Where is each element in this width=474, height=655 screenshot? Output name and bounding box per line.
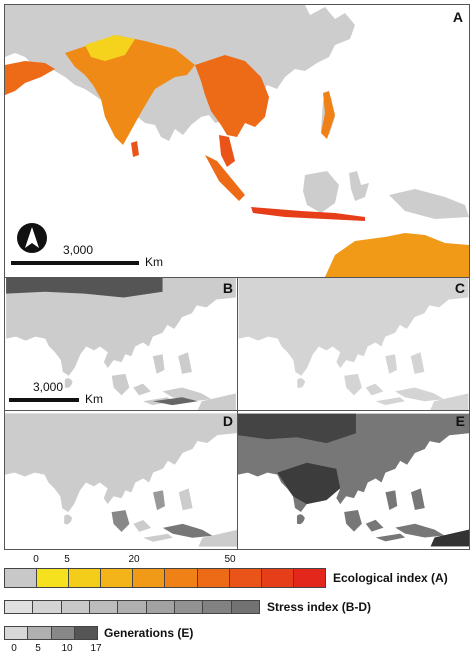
scale-bar-b-value: 3,000 [33, 380, 64, 394]
eco-region-java [251, 207, 365, 221]
generations-colorbar [4, 626, 98, 640]
eco-tick-0: 0 [33, 554, 39, 565]
generations-swatch-1 [28, 627, 52, 639]
stress-swatch-0 [5, 601, 34, 613]
gen-tick-2: 10 [61, 643, 73, 654]
stress-swatch-1 [33, 601, 62, 613]
panel-e-map: E [237, 410, 470, 550]
map-e-svg [238, 413, 469, 547]
panel-d-map: D [4, 410, 238, 550]
stress-swatch-4 [118, 601, 147, 613]
gen-tick-1: 5 [35, 643, 41, 654]
generations-swatch-3 [74, 627, 97, 639]
eco-region-malay [219, 135, 235, 167]
eco-region-srilanka [131, 141, 139, 157]
stress-swatch-7 [203, 601, 232, 613]
scale-bar-b-line [9, 398, 79, 402]
ecological-swatch-7 [229, 569, 262, 587]
stress-swatch-3 [89, 601, 119, 613]
eco-region-india-north [85, 35, 135, 61]
ecological-index-label: Ecological index (A) [333, 571, 448, 585]
ecological-swatch-5 [165, 569, 198, 587]
ecological-swatch-6 [197, 569, 230, 587]
panel-b-label: B [222, 280, 233, 296]
eco-region-australia [325, 233, 469, 277]
stress-swatch-8 [231, 601, 259, 613]
scale-bar-a-unit: Km [145, 255, 163, 269]
landmass-newguinea [389, 189, 469, 219]
landmass-borneo [303, 171, 339, 213]
panel-c-map: C [237, 277, 470, 411]
gen-tick-3: 17 [90, 643, 102, 654]
map-a-svg [5, 5, 469, 277]
stress-swatch-5 [146, 601, 175, 613]
panel-a-label: A [452, 9, 463, 25]
eco-tick-1: 5 [64, 554, 70, 565]
panel-c-label: C [454, 280, 465, 296]
scale-bar-b-unit: Km [85, 392, 103, 406]
panel-d-label: D [222, 413, 233, 429]
stress-swatch-2 [61, 601, 90, 613]
eco-region-sumatra [205, 155, 245, 201]
panel-b-map: B 3,000 Km [4, 277, 238, 411]
stress-index-label: Stress index (B-D) [267, 600, 372, 614]
map-c-svg [238, 278, 469, 410]
generations-swatch-2 [51, 627, 75, 639]
landmass-sulawesi [349, 171, 369, 201]
generations-swatch-0 [5, 627, 29, 639]
map-d-svg [5, 413, 237, 547]
ecological-swatch-3 [101, 569, 134, 587]
ecological-swatch-4 [133, 569, 166, 587]
ecological-swatch-1 [37, 569, 70, 587]
ecological-index-colorbar [4, 568, 326, 588]
eco-tick-3: 50 [224, 554, 236, 565]
north-arrow-icon [17, 223, 47, 253]
panel-e-label: E [455, 413, 465, 429]
scale-bar-a-value: 3,000 [63, 243, 94, 257]
gen-tick-0: 0 [11, 643, 17, 654]
ecological-swatch-2 [69, 569, 102, 587]
panel-a-map: A 3,000 Km [4, 4, 470, 278]
eco-region-india [65, 35, 195, 145]
eco-region-philippines [321, 91, 335, 139]
ecological-swatch-0 [5, 569, 38, 587]
stress-swatch-6 [174, 601, 204, 613]
eco-region-seasia [195, 55, 269, 137]
map-b-svg [6, 278, 236, 410]
ecological-swatch-9 [293, 569, 325, 587]
stress-index-colorbar [4, 600, 260, 614]
scale-bar-a-line [11, 261, 139, 265]
eco-tick-2: 20 [128, 554, 140, 565]
eco-region-west [5, 61, 55, 95]
generations-label: Generations (E) [104, 626, 194, 640]
ecological-swatch-8 [261, 569, 294, 587]
